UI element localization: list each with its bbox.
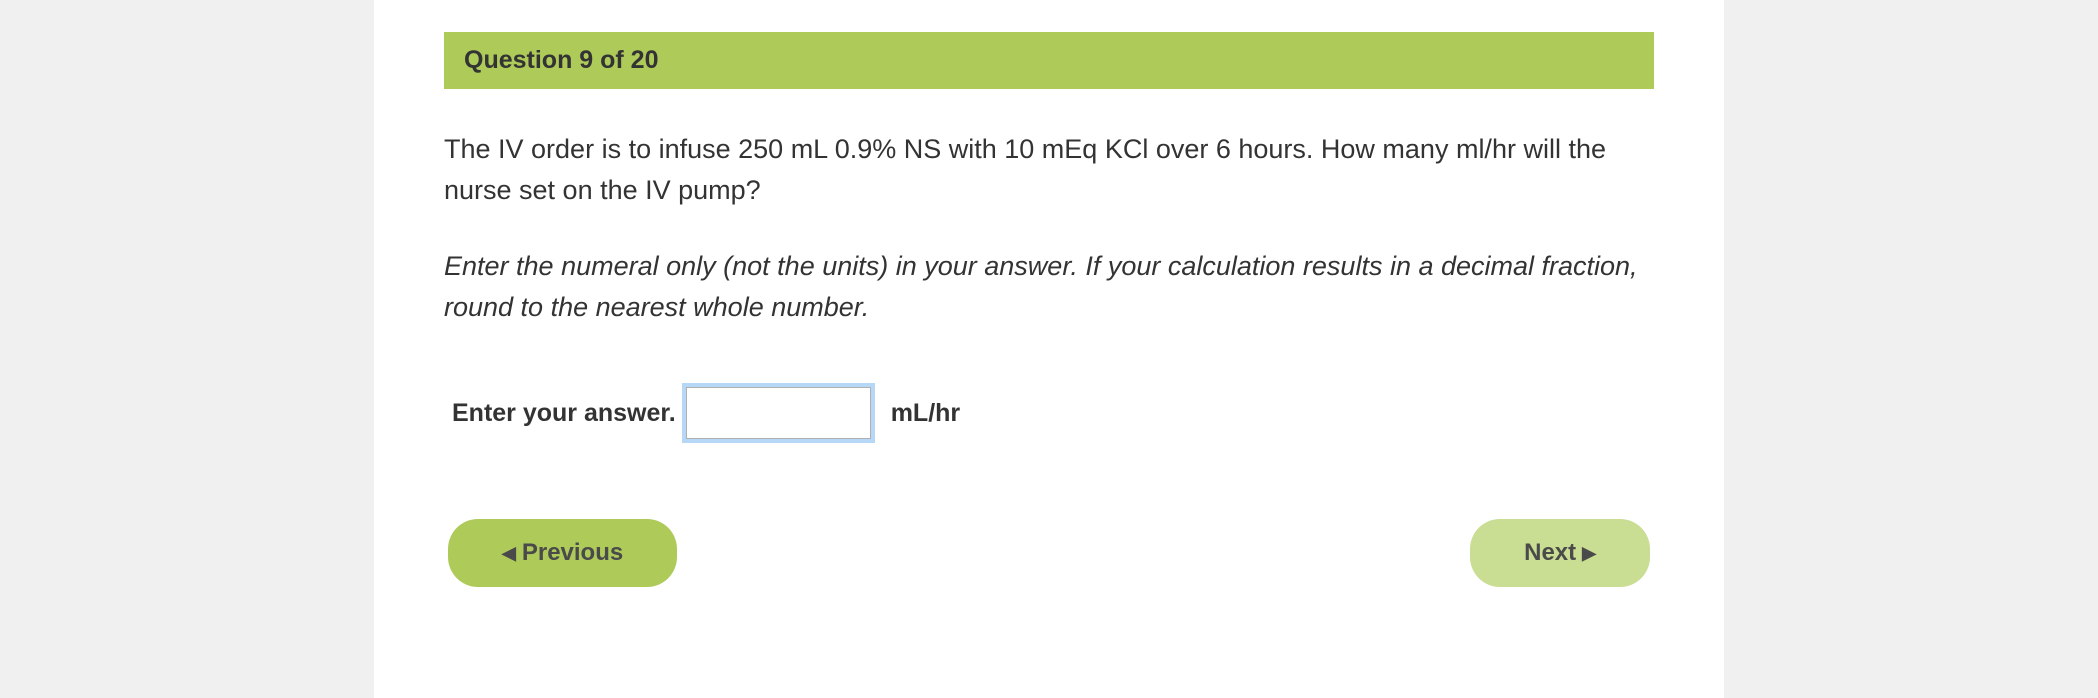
answer-label: Enter your answer. xyxy=(452,399,676,428)
chevron-left-icon: ◀ xyxy=(502,543,516,564)
nav-row: ◀ Previous Next ▶ xyxy=(444,519,1654,587)
question-header: Question 9 of 20 xyxy=(444,32,1654,89)
answer-input[interactable] xyxy=(686,387,871,439)
question-text: The IV order is to infuse 250 mL 0.9% NS… xyxy=(444,129,1654,210)
answer-row: Enter your answer. mL/hr xyxy=(452,387,1654,439)
answer-unit: mL/hr xyxy=(891,399,960,428)
question-instruction: Enter the numeral only (not the units) i… xyxy=(444,246,1654,327)
previous-button-label: Previous xyxy=(522,539,623,567)
next-button[interactable]: Next ▶ xyxy=(1470,519,1650,587)
question-container: Question 9 of 20 The IV order is to infu… xyxy=(444,0,1654,698)
chevron-right-icon: ▶ xyxy=(1582,543,1596,564)
previous-button[interactable]: ◀ Previous xyxy=(448,519,677,587)
content-panel: Question 9 of 20 The IV order is to infu… xyxy=(374,0,1724,698)
question-header-title: Question 9 of 20 xyxy=(464,46,658,74)
next-button-label: Next xyxy=(1524,539,1576,567)
